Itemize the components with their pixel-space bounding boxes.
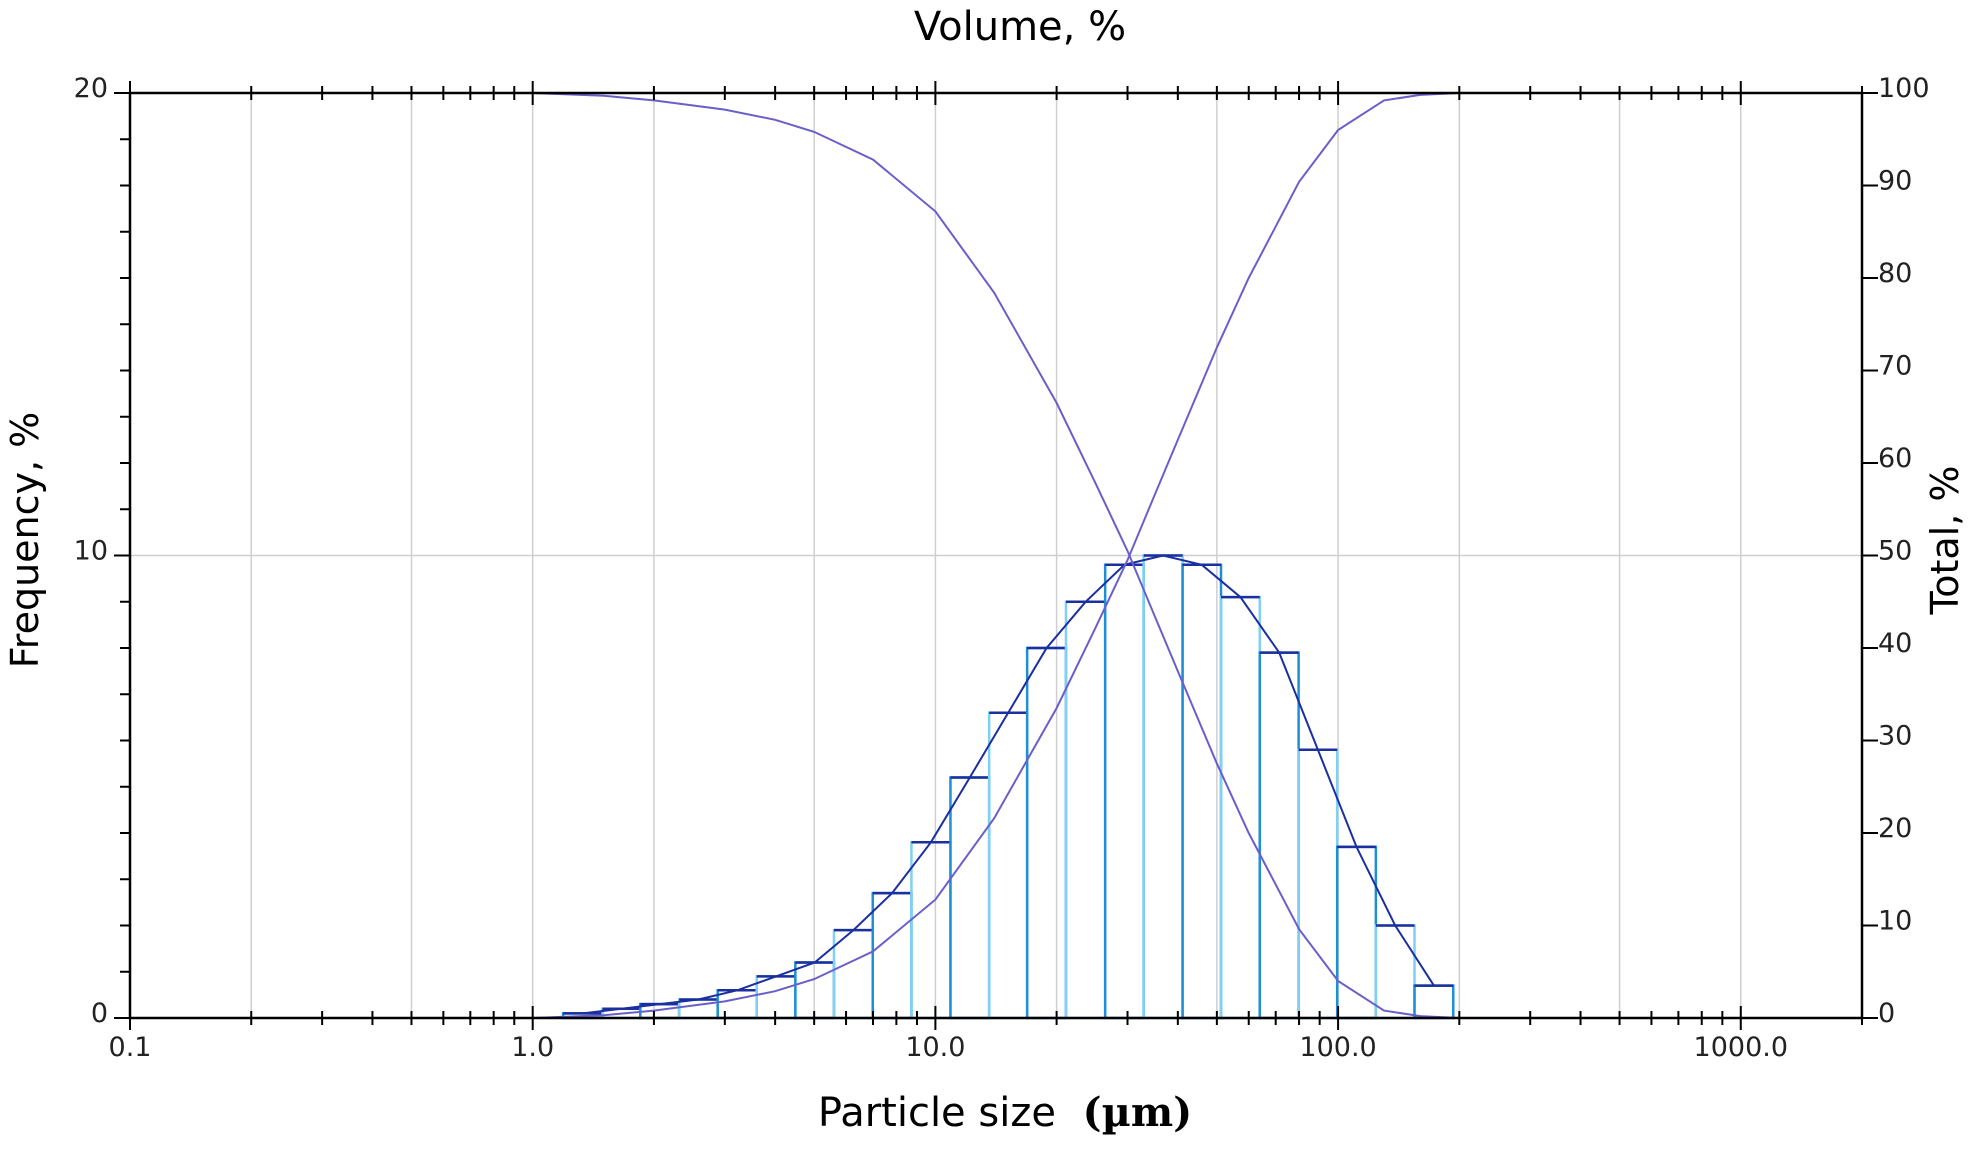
histogram-bar [1181, 563, 1223, 1020]
x-tick-label: 0.1 [109, 1032, 152, 1063]
histogram-bar [1374, 924, 1416, 1020]
x-axis-label: Particle size (µm) [818, 1089, 1192, 1136]
cumulative-undersize-curve [532, 92, 1741, 1019]
x-tick-label: 1.0 [511, 1032, 554, 1063]
y-right-tick-label: 40 [1878, 628, 1912, 659]
histogram-bar [910, 841, 952, 1020]
cumulative-curves [532, 92, 1741, 1019]
y-right-tick-label: 30 [1878, 721, 1912, 752]
left-y-axis-label: Frequency, % [3, 412, 47, 669]
y-left-tick-label: 20 [74, 73, 108, 104]
y-right-tick-label: 60 [1878, 443, 1912, 474]
x-tick-label: 10.0 [905, 1032, 965, 1063]
histogram-bar [871, 891, 913, 1020]
y-right-tick-label: 100 [1878, 73, 1930, 104]
y-right-tick-label: 0 [1878, 998, 1895, 1029]
frequency-envelope [582, 554, 1435, 1015]
x-tick-label: 1000.0 [1694, 1032, 1788, 1063]
y-right-tick-label: 90 [1878, 166, 1912, 197]
histogram-bar [949, 776, 991, 1020]
tick-labels: 0.1 1.0 10.0 100.0 1000.0 0 10 20 0 10 20 30 40 50 60 7… [74, 73, 1930, 1063]
histogram-bar [832, 928, 875, 1020]
x-axis-label-text: Particle size [818, 1090, 1056, 1136]
histogram-bar [1142, 554, 1184, 1020]
axis-ticks [114, 81, 1878, 1030]
chart-title: Volume, % [914, 4, 1126, 50]
histogram-bar [1103, 563, 1145, 1020]
right-y-axis-label: Total, % [1923, 465, 1967, 615]
y-right-tick-label: 80 [1878, 258, 1912, 289]
y-right-tick-label: 70 [1878, 351, 1912, 382]
histogram-bar [1297, 748, 1339, 1020]
cumulative-oversize-curve [532, 92, 1741, 1019]
y-right-tick-label: 50 [1878, 536, 1912, 567]
x-tick-label: 100.0 [1299, 1032, 1376, 1063]
histogram-bars [561, 554, 1455, 1020]
x-axis-unit: (µm) [1083, 1089, 1192, 1136]
y-left-tick-label: 0 [91, 998, 108, 1029]
grid-lines [130, 93, 1862, 1018]
histogram-bar [1413, 984, 1455, 1020]
histogram-bar [1219, 595, 1262, 1020]
histogram-bar [987, 711, 1029, 1020]
y-right-tick-label: 20 [1878, 813, 1912, 844]
histogram-bar [1258, 651, 1300, 1020]
y-left-tick-label: 10 [74, 536, 108, 567]
histogram-bar [1025, 646, 1068, 1020]
histogram-bar [1064, 600, 1107, 1020]
y-right-tick-label: 10 [1878, 906, 1912, 937]
